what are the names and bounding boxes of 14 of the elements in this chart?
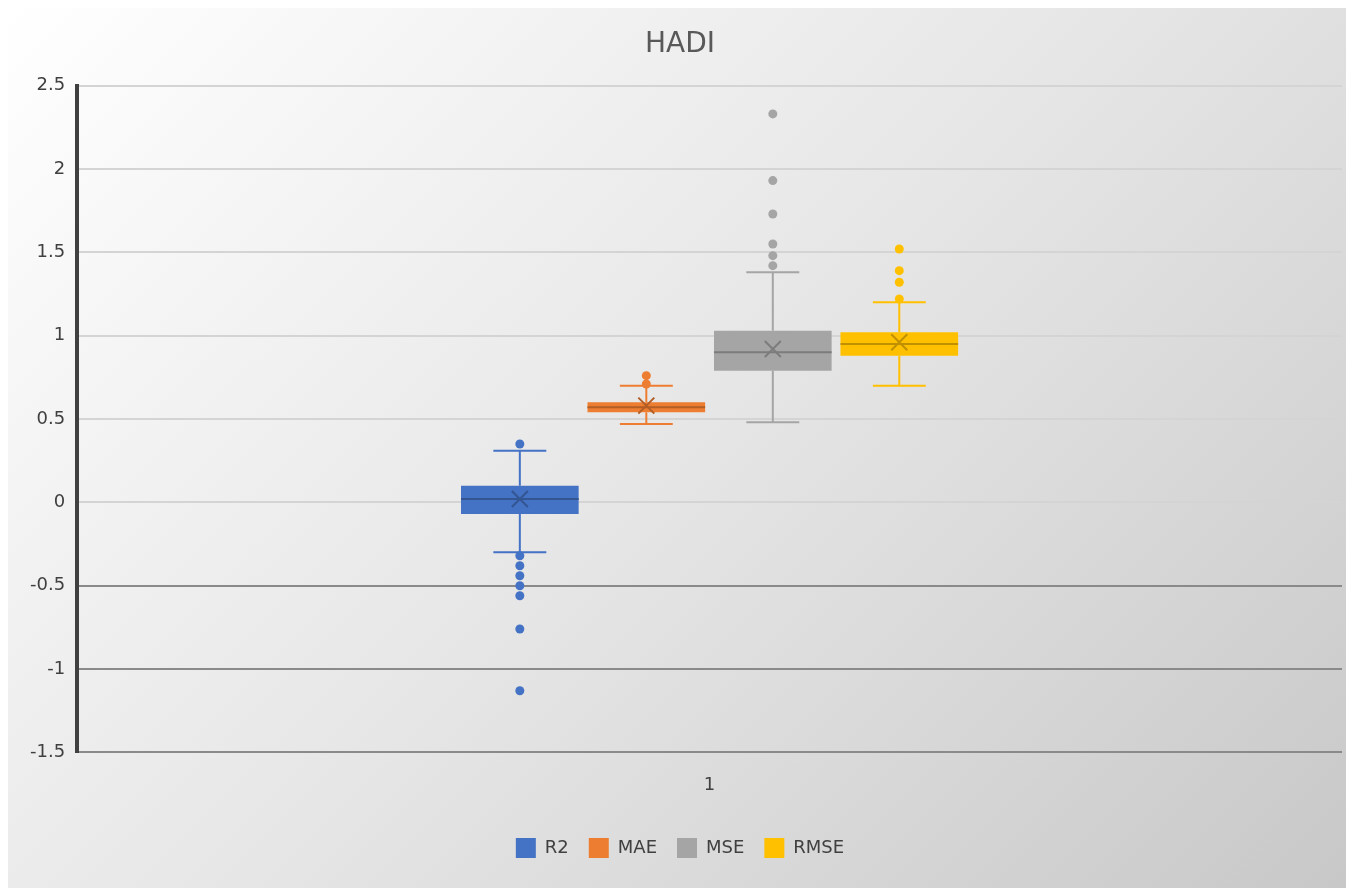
- legend-label: R2: [544, 835, 569, 857]
- legend-label: MAE: [617, 835, 658, 857]
- legend-label: MSE: [706, 835, 745, 857]
- chart-title: HADI: [644, 26, 716, 60]
- y-tick-label: -1: [47, 656, 66, 678]
- y-tick-label: 2.5: [36, 73, 66, 95]
- legend-label: RMSE: [793, 835, 845, 857]
- y-tick-label: -1.5: [30, 740, 66, 762]
- y-tick-label: 1.5: [36, 239, 66, 261]
- y-tick-label: -0.5: [30, 573, 66, 595]
- y-tick-label: 1: [53, 323, 66, 345]
- y-tick-label: 0.5: [36, 406, 66, 428]
- y-tick-label: 0: [53, 490, 66, 512]
- y-tick-label: 2: [53, 156, 66, 178]
